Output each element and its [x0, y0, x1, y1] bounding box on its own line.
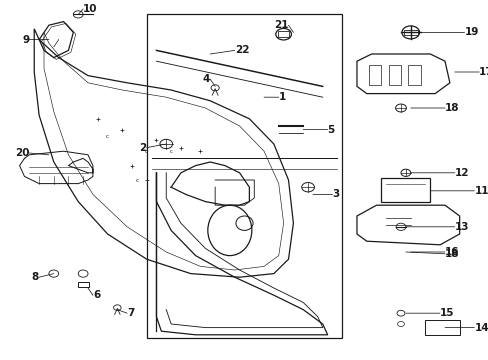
Bar — [381, 178, 429, 202]
Text: 7: 7 — [127, 308, 134, 318]
Text: c: c — [135, 177, 138, 183]
Text: 22: 22 — [234, 45, 249, 55]
Bar — [146, 14, 342, 338]
Text: 9: 9 — [22, 35, 29, 45]
Text: 10: 10 — [83, 4, 98, 14]
Text: 5: 5 — [327, 125, 334, 135]
Text: 1: 1 — [278, 92, 285, 102]
Bar — [368, 65, 381, 85]
Bar — [407, 65, 420, 85]
Bar — [425, 320, 459, 335]
Text: 19: 19 — [464, 27, 478, 37]
Text: 20: 20 — [15, 148, 29, 158]
Text: 21: 21 — [273, 20, 288, 30]
Text: 12: 12 — [454, 168, 468, 178]
Text: 16: 16 — [444, 247, 459, 257]
Text: 17: 17 — [478, 67, 488, 77]
Text: 3: 3 — [332, 189, 339, 199]
Text: c: c — [169, 149, 172, 154]
Text: 18: 18 — [444, 249, 459, 259]
Text: 2: 2 — [139, 143, 146, 153]
Bar — [277, 31, 289, 37]
Bar — [388, 65, 400, 85]
Text: 15: 15 — [439, 308, 454, 318]
Text: 13: 13 — [454, 222, 468, 232]
Text: c: c — [145, 149, 148, 154]
Text: 6: 6 — [93, 290, 100, 300]
Text: 8: 8 — [32, 272, 39, 282]
Text: 14: 14 — [473, 323, 488, 333]
Text: 18: 18 — [444, 103, 459, 113]
Text: c: c — [106, 134, 109, 139]
Text: 11: 11 — [473, 186, 488, 196]
Bar — [403, 30, 417, 35]
Text: 4: 4 — [203, 74, 210, 84]
Bar — [78, 282, 88, 287]
